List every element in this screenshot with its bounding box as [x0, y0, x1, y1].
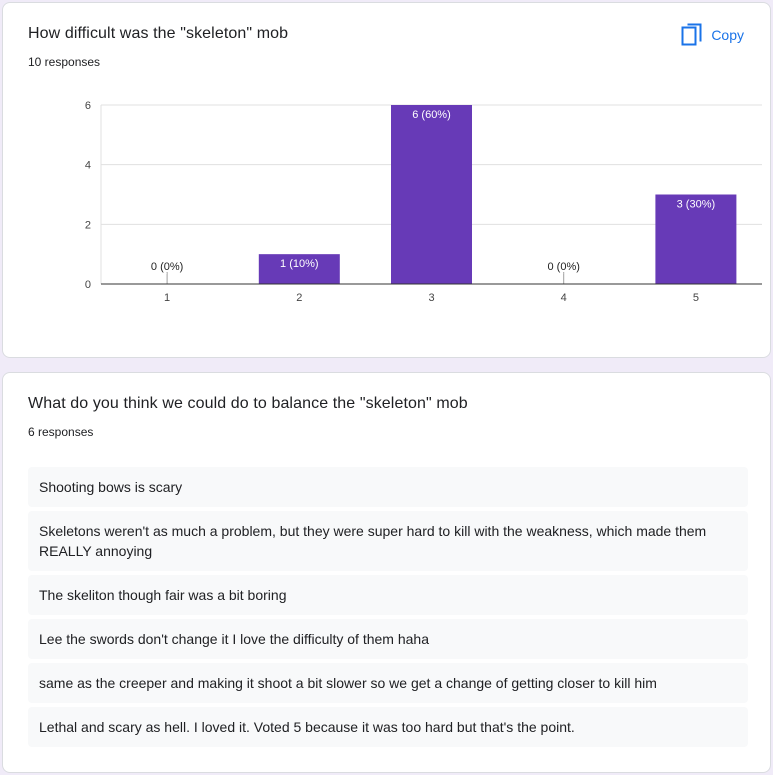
y-tick-label: 0	[85, 279, 91, 291]
x-tick-label: 4	[561, 292, 567, 304]
bar	[655, 194, 737, 284]
x-tick-label: 3	[428, 292, 434, 304]
response-item: same as the creeper and making it shoot …	[28, 663, 748, 703]
copy-label: Copy	[711, 27, 744, 43]
question-card-balance: What do you think we could do to balance…	[2, 372, 771, 773]
response-item: Shooting bows is scary	[28, 467, 748, 507]
x-tick-label: 1	[164, 292, 170, 304]
response-item: The skeliton though fair was a bit borin…	[28, 575, 748, 615]
bar	[258, 254, 340, 284]
data-label: 6 (60%)	[412, 109, 451, 121]
data-label: 0 (0%)	[547, 261, 579, 273]
data-label: 0 (0%)	[151, 261, 183, 273]
y-tick-label: 4	[85, 160, 91, 172]
y-tick-label: 2	[85, 219, 91, 231]
question-title: What do you think we could do to balance…	[28, 395, 468, 412]
x-tick-label: 5	[693, 292, 699, 304]
copy-chart-button[interactable]: Copy	[681, 19, 744, 51]
data-label: 1 (10%)	[280, 258, 319, 270]
y-tick-label: 6	[85, 100, 91, 112]
response-list: Shooting bows is scary Skeletons weren't …	[28, 467, 748, 751]
copy-icon	[681, 23, 703, 47]
data-label: 3 (30%)	[677, 199, 716, 211]
x-tick-label: 2	[296, 292, 302, 304]
response-count: 6 responses	[28, 425, 94, 439]
bar	[391, 105, 472, 284]
question-title: How difficult was the "skeleton" mob	[28, 25, 289, 42]
question-card-difficulty: How difficult was the "skeleton" mob 10 …	[2, 2, 771, 358]
response-item: Lethal and scary as hell. I loved it. Vo…	[28, 707, 748, 747]
response-item: Skeletons weren't as much a problem, but…	[28, 511, 748, 571]
response-item: Lee the swords don't change it I love th…	[28, 619, 748, 659]
response-count: 10 responses	[28, 55, 101, 69]
bar-chart: 0 2 4 6 0 (0%) 1 1 (10%) 2 6 (60%) 3 0 (0%) 4 3 (30%…	[85, 100, 762, 304]
